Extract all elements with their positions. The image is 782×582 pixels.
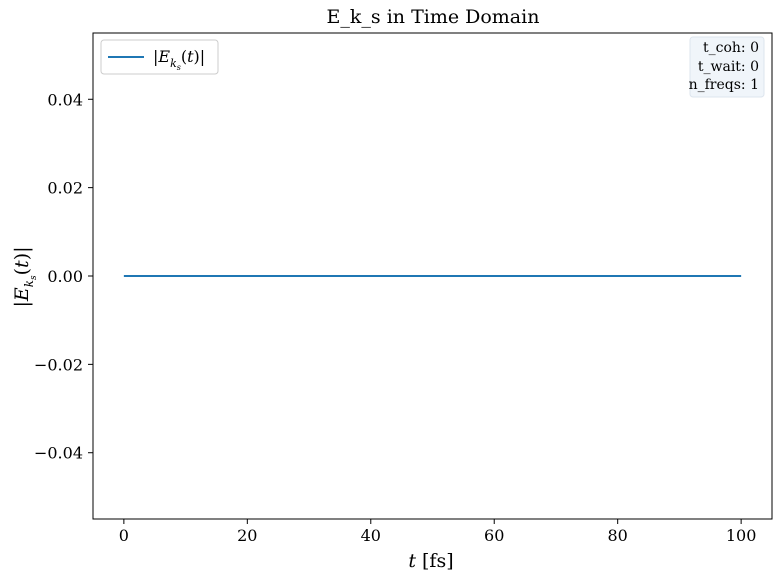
chart-title: E_k_s in Time Domain [327, 6, 540, 28]
x-tick-label: 0 [119, 526, 129, 545]
info-line-t-coh: t_coh: 0 [703, 40, 759, 56]
legend: |Eks(t)| [100, 39, 219, 75]
y-tick-label: 0.00 [47, 267, 83, 286]
info-line-n-freqs: n_freqs: 1 [689, 77, 759, 93]
info-line-t-wait: t_wait: 0 [698, 59, 759, 75]
y-axis-ticks: 0.04 0.02 0.00 −0.02 −0.04 [34, 90, 93, 463]
legend-box [100, 39, 219, 75]
y-tick-label: −0.02 [34, 355, 83, 374]
x-axis-label-variable: t [408, 550, 416, 572]
x-axis-label: t [fs] [408, 550, 453, 572]
x-tick-label: 20 [237, 526, 257, 545]
x-tick-label: 100 [726, 526, 757, 545]
x-tick-label: 60 [484, 526, 504, 545]
y-axis-label-text: |Eks(t)| [11, 246, 39, 307]
x-tick-label: 80 [608, 526, 628, 545]
x-axis-ticks: 0 20 40 60 80 100 [119, 519, 757, 545]
y-tick-label: 0.02 [47, 179, 83, 198]
y-tick-label: −0.04 [34, 444, 83, 463]
y-axis-label: |Eks(t)| [11, 246, 39, 307]
legend-label: |Eks(t)| [153, 47, 205, 72]
info-box-background [689, 36, 765, 98]
info-box: t_coh: 0 t_wait: 0 n_freqs: 1 [689, 36, 765, 98]
y-tick-label: 0.04 [47, 90, 83, 109]
x-tick-label: 40 [361, 526, 381, 545]
x-axis-label-unit: [fs] [416, 550, 454, 572]
